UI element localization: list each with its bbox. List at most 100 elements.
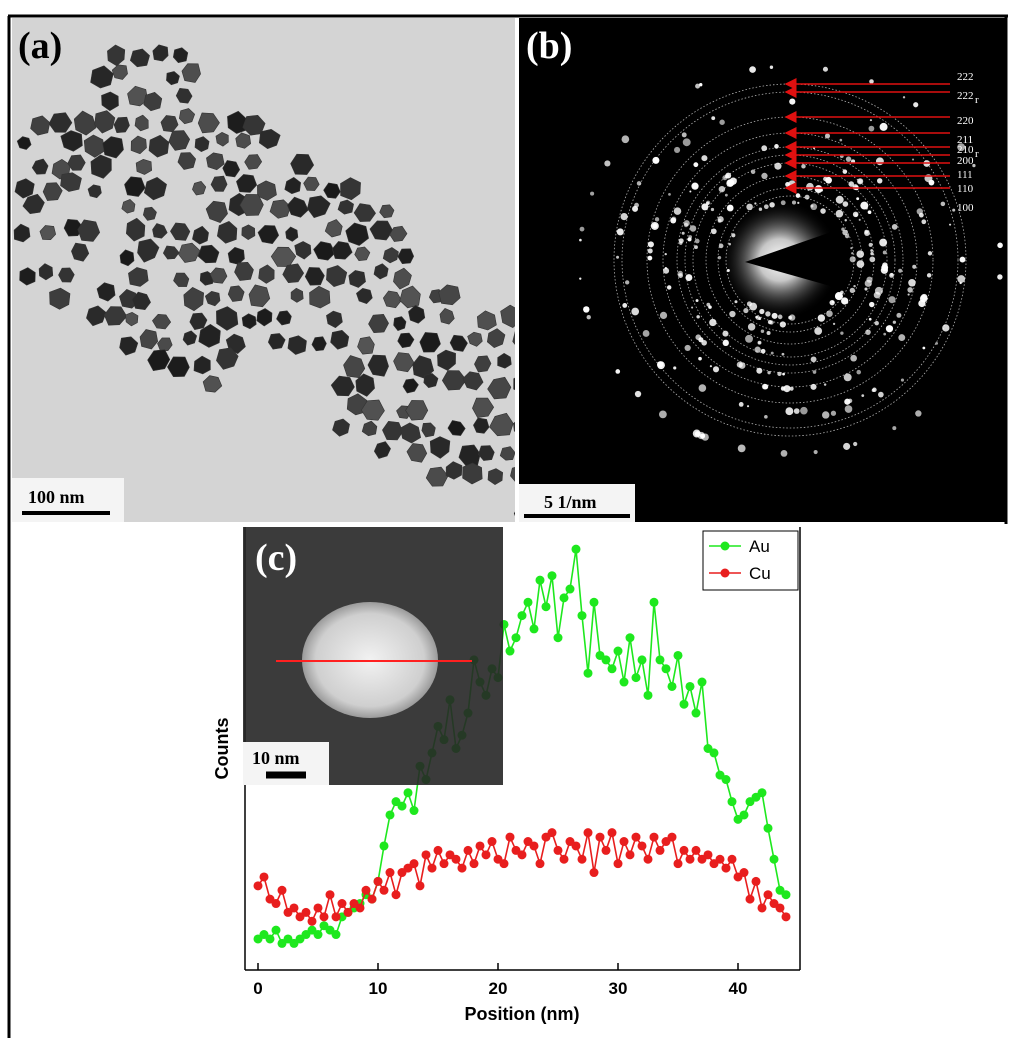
data-point [440,859,449,868]
diffraction-spot [583,306,589,312]
x-tick-label: 0 [253,979,262,998]
diffraction-spot [870,252,873,255]
data-point [728,797,737,806]
diffraction-spot [875,321,879,325]
diffraction-spot [892,426,896,430]
diffraction-spot [814,327,822,335]
data-point [752,877,761,886]
data-point [356,903,365,912]
data-point [590,598,599,607]
data-point [314,903,323,912]
data-point [650,598,659,607]
data-point [398,802,407,811]
diffraction-spot [631,308,639,316]
diffraction-spot [844,373,852,381]
diffraction-spot [769,202,774,207]
diffraction-spot [781,200,786,205]
diffraction-spot [851,252,853,254]
legend-label: Cu [749,564,771,583]
diffraction-spot [725,194,728,197]
data-point [434,846,443,855]
diffraction-spot [665,253,667,255]
diffraction-spot [877,178,882,183]
data-point [674,859,683,868]
diffraction-spot [888,296,895,303]
data-point [338,899,347,908]
diffraction-spot [927,273,931,277]
diffraction-spot [810,384,816,390]
diffraction-spot [668,193,671,196]
diffraction-spot [701,340,707,346]
diffraction-spot [580,227,585,232]
data-point [758,788,767,797]
diffraction-spot [734,300,737,303]
data-point [548,828,557,837]
diffraction-spot [880,123,888,131]
data-point [566,585,575,594]
data-point [452,855,461,864]
diffraction-spot [785,407,793,415]
diffraction-spot [688,235,692,239]
data-point [740,868,749,877]
diffraction-spot [725,173,731,179]
data-point [656,655,665,664]
data-point [776,903,785,912]
x-tick-label: 20 [489,979,508,998]
diffraction-spot [810,203,817,210]
data-point [518,611,527,620]
diffraction-spot [869,79,874,84]
data-point [320,912,329,921]
diffraction-spot [679,238,684,243]
diffraction-spot [690,225,696,231]
diffraction-spot [698,357,702,361]
diffraction-spot [719,244,724,249]
diffraction-spot [912,265,916,269]
diffraction-spot [843,169,848,174]
diffraction-spot [625,280,629,284]
data-point [272,926,281,935]
diffraction-spot [648,241,654,247]
diffraction-spot [814,450,818,454]
diffraction-spot [836,210,844,218]
data-point [272,899,281,908]
diffraction-spot [723,340,729,346]
data-point [710,748,719,757]
diffraction-spot [711,228,717,234]
diffraction-spot [657,361,665,369]
diffraction-spot [865,280,872,287]
diffraction-spot [761,330,764,333]
data-point [512,633,521,642]
data-point [506,647,515,656]
diffraction-spot [689,190,691,192]
diffraction-spot [920,295,928,303]
ring-index-sub: r [975,94,979,106]
diffraction-spot [652,224,657,229]
diffraction-spot [797,202,799,204]
diffraction-spot [846,156,851,161]
diffraction-spot [774,163,781,170]
data-point [644,691,653,700]
data-point [770,855,779,864]
data-point [644,855,653,864]
data-point [302,908,311,917]
diffraction-spot [806,183,814,191]
data-point [380,841,389,850]
diffraction-spot [747,405,749,407]
data-point [530,841,539,850]
diffraction-spot [756,368,762,374]
diffraction-spot [949,224,951,226]
diffraction-spot [615,369,620,374]
data-point [650,833,659,842]
diffraction-spot [635,391,641,397]
diffraction-spot [840,331,843,334]
diffraction-spot [711,208,714,211]
diffraction-spot [824,383,826,385]
data-point [764,890,773,899]
diffraction-spot [913,102,918,107]
data-point [722,775,731,784]
diffraction-spot [898,334,905,341]
diffraction-spot [881,267,888,274]
diffraction-spot [696,315,699,318]
diffraction-spot [762,384,768,390]
diffraction-spot [782,353,785,356]
